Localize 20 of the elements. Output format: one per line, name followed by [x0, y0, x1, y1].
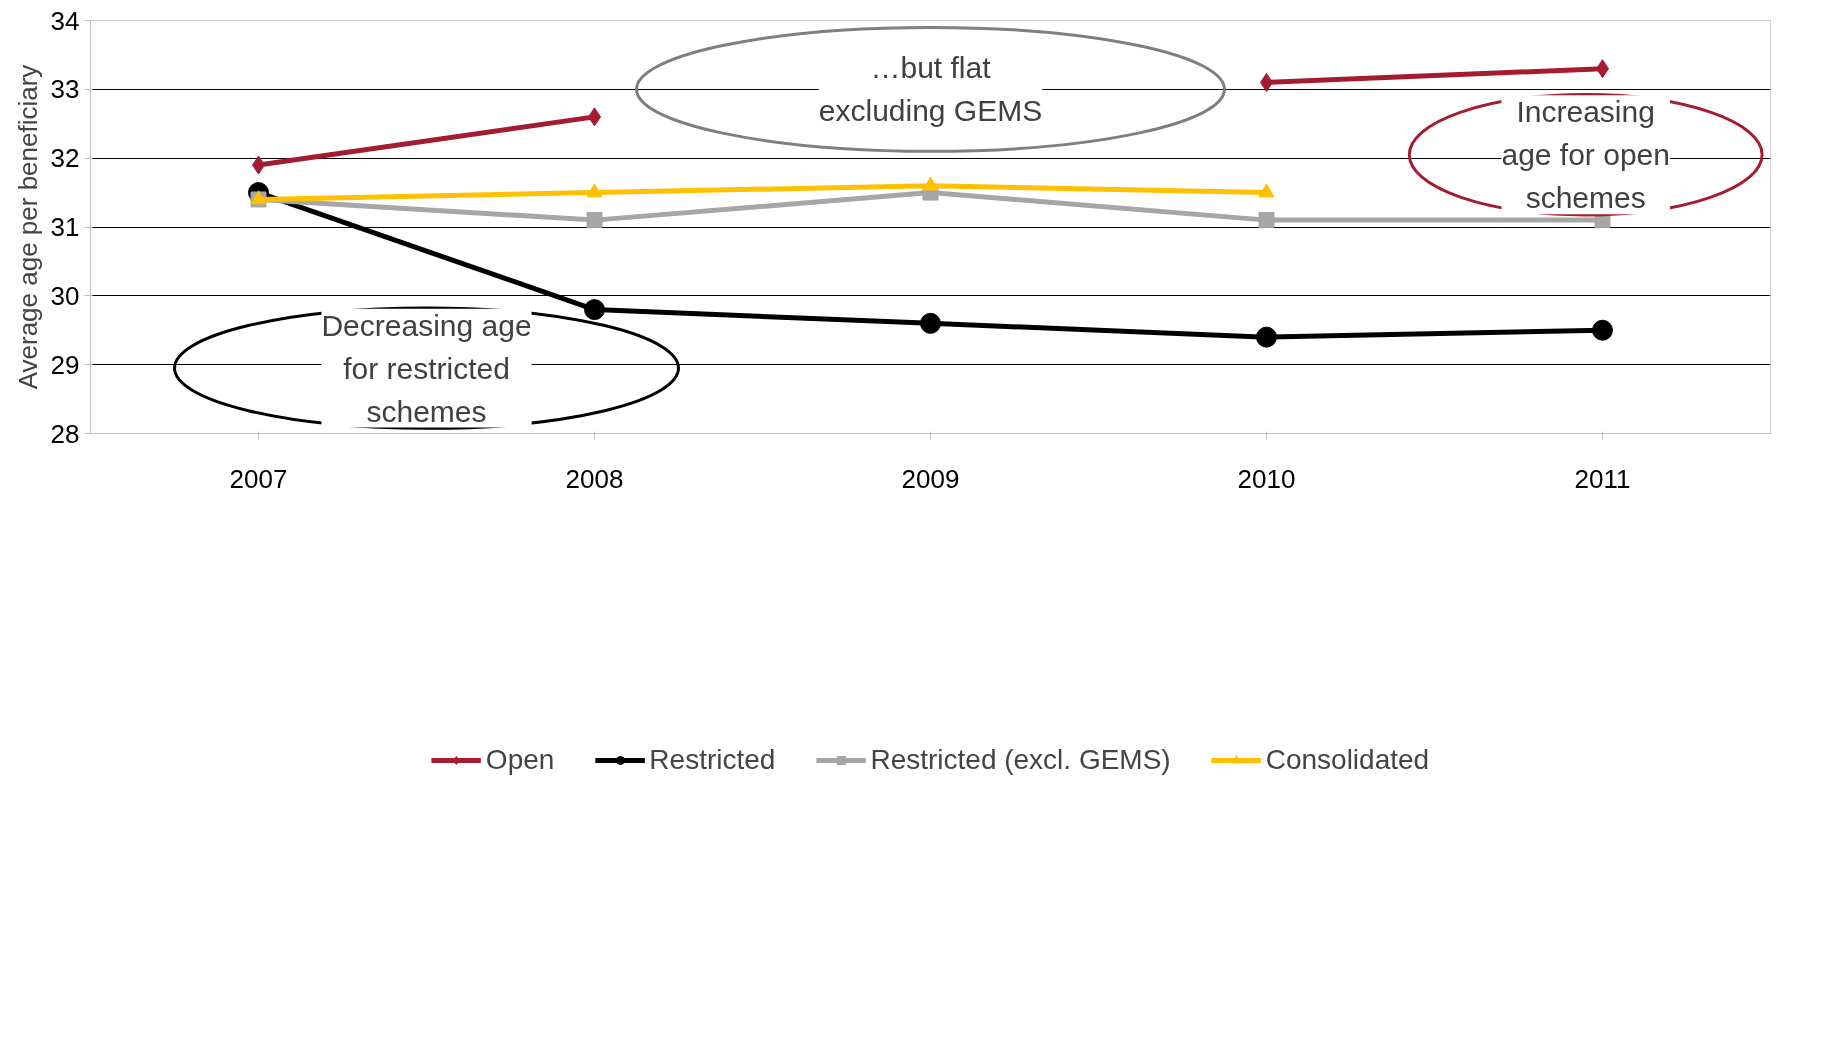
legend-label: Restricted (excl. GEMS)	[870, 744, 1171, 776]
legend-label: Open	[485, 744, 555, 776]
y-axis-title: Average age per beneficiary	[12, 64, 43, 390]
x-tick-label: 2008	[565, 463, 624, 494]
x-tick-label: 2011	[1574, 463, 1631, 494]
y-tick-label: 30	[50, 280, 80, 311]
x-tick-label: 2009	[901, 463, 960, 494]
y-tick-label: 32	[50, 143, 80, 174]
annotation: Increasing age for open schemes	[1501, 95, 1670, 215]
y-tick-label: 31	[50, 212, 80, 242]
legend-label: Restricted	[649, 744, 776, 776]
x-tick-label: 2007	[229, 463, 288, 494]
annotation: …but flat excluding GEMS	[818, 51, 1043, 128]
legend-label: Consolidated	[1265, 744, 1430, 776]
x-tick-label: 2010	[1237, 463, 1296, 494]
y-tick-label: 28	[50, 418, 80, 449]
y-tick-label: 29	[50, 349, 80, 380]
y-tick-label: 33	[50, 74, 80, 105]
annotation: Decreasing age for restricted schemes	[321, 308, 532, 428]
y-tick-label: 34	[50, 5, 80, 36]
